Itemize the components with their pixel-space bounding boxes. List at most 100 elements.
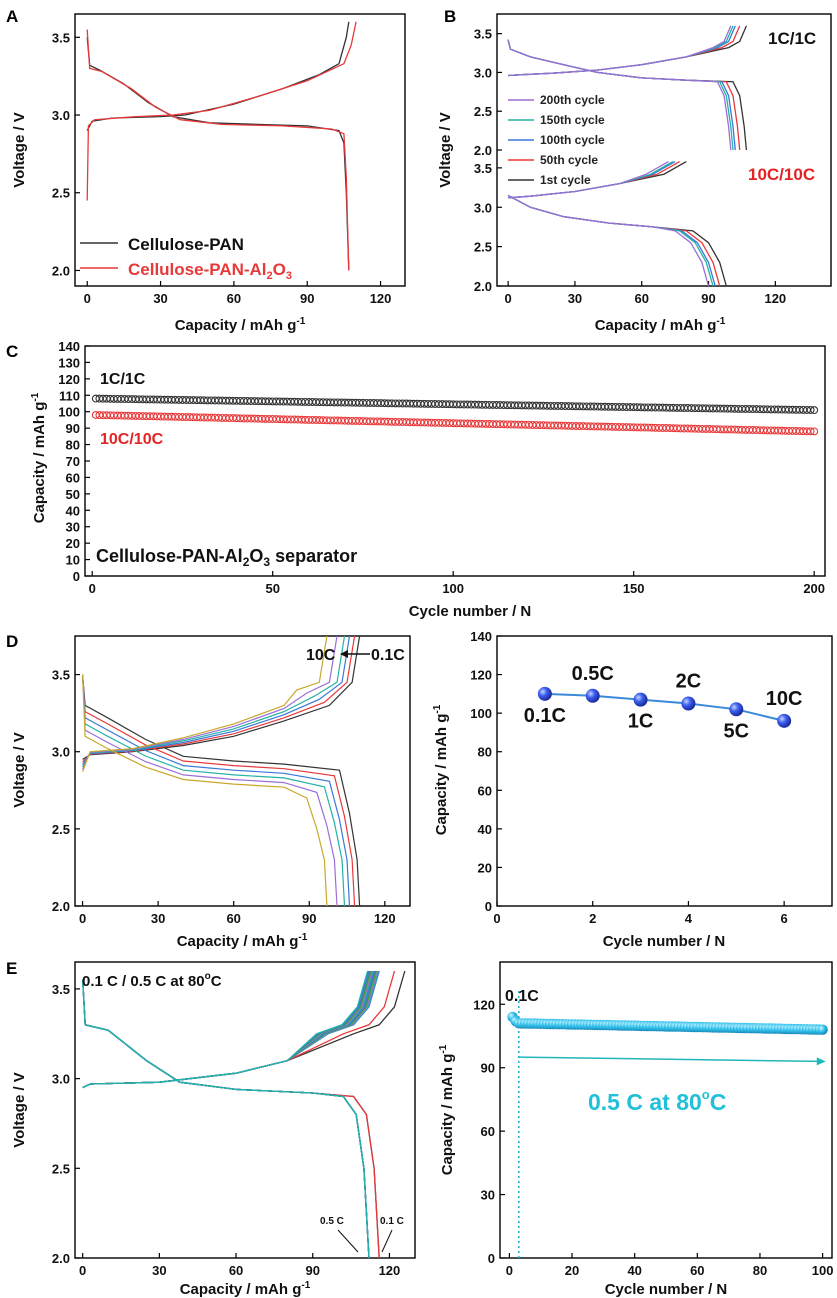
panel-e-right-xtick-label: 80 xyxy=(753,1263,767,1278)
panel-d-right-point xyxy=(777,713,792,728)
panel-b-frame xyxy=(496,13,832,287)
panel-d-right-point xyxy=(681,696,696,711)
panel-e-left: E 0 30 60 90 120 2.0 2.5 3.0 3.5 0.1 C / 0.5 C a… xyxy=(6,959,416,1298)
panel-d-left: D 0 30 60 90 120 2.0 2.5 3.0 3.5 10C 0.1C Capaci… xyxy=(6,632,411,950)
panel-d-left-xlabel: Capacity / mAh g-1 xyxy=(177,932,308,950)
panel-b-ticks: 0 30 60 90 120 2.0 2.5 3.0 3.5 2.0 2.5 3.0 3.5 xyxy=(474,27,786,306)
panel-c-label-1c: 1C/1C xyxy=(100,371,146,388)
panel-e-right-ytick-label: 0 xyxy=(488,1251,495,1266)
panel-c-label-10c: 10C/10C xyxy=(100,431,164,448)
panel-e-left-xtick-label: 90 xyxy=(306,1263,320,1278)
panel-a-xtick-label: 120 xyxy=(370,291,392,306)
panel-a-xlabel: Capacity / mAh g-1 xyxy=(175,316,306,334)
panel-e-left-xlabel: Capacity / mAh g-1 xyxy=(180,1280,311,1298)
panel-e-letter: E xyxy=(6,959,17,978)
panel-d-left-ytick-label: 3.5 xyxy=(52,668,70,683)
panel-d-right-xtick-label: 2 xyxy=(589,911,596,926)
panel-b-10c-discharge-3 xyxy=(507,194,714,287)
panel-e-right-ytick-label: 30 xyxy=(481,1188,495,1203)
panel-b-1c-charge-4 xyxy=(508,25,732,77)
panel-d-left-xtick-label: 90 xyxy=(302,911,316,926)
panel-d-right-point xyxy=(585,688,600,703)
panel-b-legend-label: 1st cycle xyxy=(540,173,591,187)
panel-c-xtick-label: 50 xyxy=(265,581,279,596)
panel-c-ytick-label: 0 xyxy=(73,569,80,584)
legend-cellulose-pan: Cellulose-PAN xyxy=(128,235,244,254)
panel-e-left-xtick-label: 0 xyxy=(79,1263,86,1278)
panel-e-right-ytick-label: 60 xyxy=(481,1124,495,1139)
panel-c-ytick-label: 10 xyxy=(66,553,80,568)
panel-b-1c-charge-2 xyxy=(508,25,736,77)
panel-c-annotation: Cellulose-PAN-Al2O3 separator xyxy=(96,546,357,569)
panel-d-right-ytick-label: 100 xyxy=(470,706,492,721)
panel-a-xtick-label: 0 xyxy=(84,291,91,306)
legend-cellulose-pan-al2o3: Cellulose-PAN-Al2O3 xyxy=(128,260,292,282)
panel-b-xtick-label: 60 xyxy=(634,291,648,306)
panel-d-right-rate-label: 10C xyxy=(766,688,803,710)
panel-c-point-1c xyxy=(810,406,819,415)
panel-d-left-ytick-label: 2.5 xyxy=(52,822,70,837)
panel-d-left-discharge-3 xyxy=(82,674,346,907)
panel-d-label-10c: 10C xyxy=(306,647,336,664)
panel-b-top-ytick-label: 2.5 xyxy=(474,104,492,119)
panel-c-ytick-label: 70 xyxy=(66,454,80,469)
panel-e-right-ytick-label: 120 xyxy=(473,997,495,1012)
panel-b-legend-label: 150th cycle xyxy=(540,113,605,127)
panel-a-legend: Cellulose-PAN Cellulose-PAN-Al2O3 xyxy=(80,235,292,282)
panel-b-top-ytick-label: 3.0 xyxy=(474,65,492,80)
panel-e-left-discharge-15 xyxy=(82,979,370,1259)
panel-e-title: 0.1 C / 0.5 C at 80oC xyxy=(82,971,222,990)
panel-c-ytick-label: 120 xyxy=(58,372,80,387)
panel-d-right-ylabel: Capacity / mAh g-1 xyxy=(432,704,450,835)
panel-c-ylabel: Capacity / mAh g-1 xyxy=(30,392,48,523)
panel-c-xtick-label: 100 xyxy=(442,581,464,596)
panel-a-xtick-label: 90 xyxy=(300,291,314,306)
panel-c-ytick-label: 20 xyxy=(66,536,80,551)
panel-d-right-ytick-label: 20 xyxy=(478,860,492,875)
panel-a-ytick-label: 2.0 xyxy=(52,263,70,278)
panel-c-ytick-label: 40 xyxy=(66,503,80,518)
panel-d-right-xtick-label: 0 xyxy=(493,911,500,926)
panel-e-right-arrow xyxy=(518,1056,820,1063)
panel-e-left-ytick-label: 2.0 xyxy=(52,1251,70,1266)
panel-e-right-label-01c: 0.1C xyxy=(505,988,539,1005)
panel-a: A 0 30 60 90 120 2.0 2.5 3.0 3.5 Cellulose-PAN C… xyxy=(6,7,406,334)
panel-d-left-frame xyxy=(74,635,411,907)
panel-a-ytick-label: 3.0 xyxy=(52,108,70,123)
panel-e-arrow-label-05c: 0.5 C xyxy=(320,1216,344,1227)
panel-c-ytick-label: 30 xyxy=(66,520,80,535)
panel-b-10c-charge-4 xyxy=(508,161,669,199)
panel-e-left-ticks: 0 30 60 90 120 2.0 2.5 3.0 3.5 xyxy=(52,982,400,1278)
panel-d-right-rate-label: 5C xyxy=(723,720,749,742)
panel-b-1c-charge-3 xyxy=(508,25,734,77)
panel-d-right-rate-label: 1C xyxy=(628,711,654,733)
panel-d-left-ticks: 0 30 60 90 120 2.0 2.5 3.0 3.5 xyxy=(52,668,396,926)
panel-a-discharge-curve-1 xyxy=(86,29,350,271)
panel-c-xtick-label: 0 xyxy=(89,581,96,596)
panel-d-right-xlabel: Cycle number / N xyxy=(603,933,726,950)
panel-d-left-discharge-2 xyxy=(82,674,351,907)
panel-b-ylabel: Voltage / V xyxy=(437,112,454,188)
panel-e-right-point xyxy=(817,1024,828,1035)
panel-d-right-frame xyxy=(496,635,833,907)
panel-b-1c-discharge-4 xyxy=(507,39,732,151)
panel-b-letter: B xyxy=(444,7,456,26)
panel-c-point-1c xyxy=(806,406,815,414)
panel-b-bottom-ytick-label: 3.5 xyxy=(474,161,492,176)
panel-e-right-ytick-label: 90 xyxy=(481,1061,495,1076)
panel-e-left-ytick-label: 3.5 xyxy=(52,982,70,997)
panel-e-right-xtick-label: 60 xyxy=(690,1263,704,1278)
panel-e-right-xtick-label: 40 xyxy=(627,1263,641,1278)
panel-c-frame xyxy=(84,345,826,577)
panel-c-ytick-label: 50 xyxy=(66,487,80,502)
panel-d-right-point xyxy=(633,692,648,707)
panel-d-right-ytick-label: 120 xyxy=(470,668,492,683)
panel-d-rate-arrowhead xyxy=(340,650,348,658)
panel-a-frame xyxy=(74,13,406,287)
panel-e-right-ticks: 0 20 40 60 80 100 0 30 60 90 120 xyxy=(473,997,833,1278)
panel-d-left-xtick-label: 30 xyxy=(151,911,165,926)
panel-d-right-ytick-label: 0 xyxy=(485,899,492,914)
panel-e-left-xtick-label: 30 xyxy=(152,1263,166,1278)
panel-e-left-xtick-label: 120 xyxy=(379,1263,401,1278)
panel-b-legend: 200th cycle 150th cycle 100th cycle 50th cy… xyxy=(508,93,605,187)
